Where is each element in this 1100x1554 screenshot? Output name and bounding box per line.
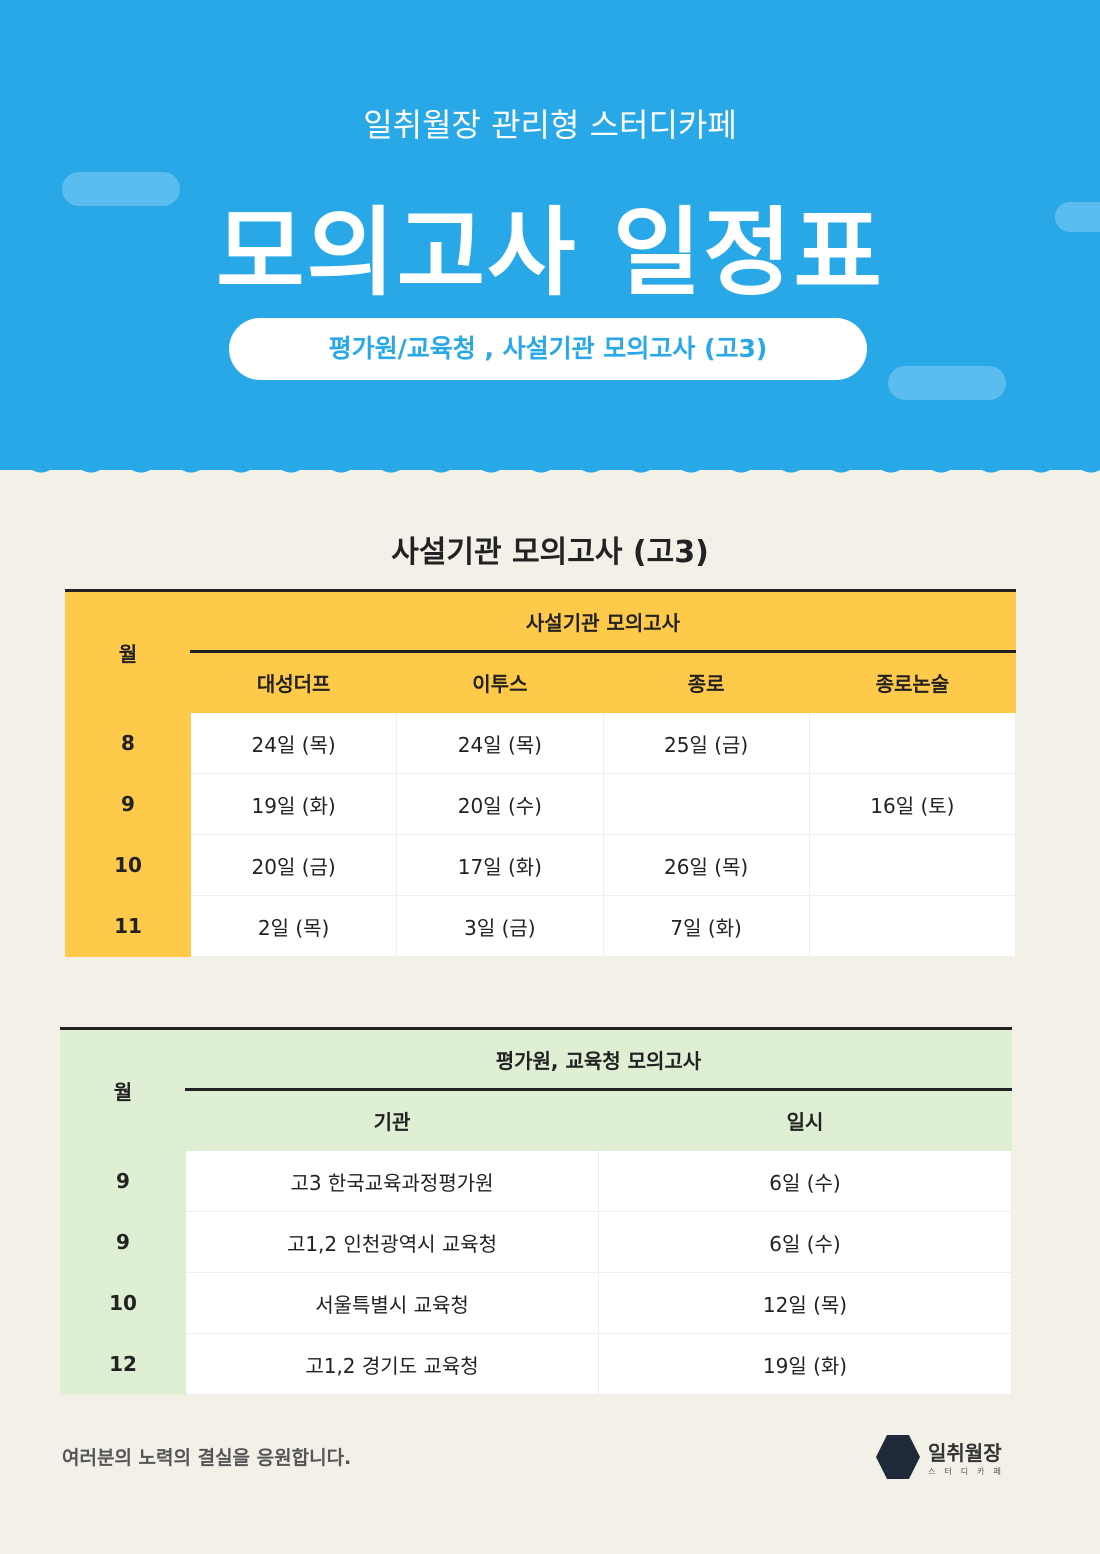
month-cell: 8 xyxy=(65,712,191,774)
month-cell: 10 xyxy=(65,834,191,896)
private-exam-table: 월 사설기관 모의고사 대성더프 이투스 종로 종로논술 8 24일 (목) 24일… xyxy=(65,589,1017,957)
date-cell: 3일 (금) xyxy=(396,895,604,957)
cloud xyxy=(888,366,1006,400)
date-cell: 6일 (수) xyxy=(598,1211,1012,1273)
month-cell: 9 xyxy=(65,773,191,835)
date-cell: 20일 (수) xyxy=(396,773,604,835)
public-exam-table: 월 평가원, 교육청 모의고사 기관 일시 9 고3 한국교육과정평가원 6일 (수… xyxy=(60,1027,1012,1395)
date-cell: 서울특별시 교육청 xyxy=(185,1272,599,1334)
logo-emblem-icon xyxy=(876,1435,920,1479)
column-header: 종로논술 xyxy=(808,651,1017,713)
subtitle: 일취월장 관리형 스터디카페 xyxy=(363,106,737,144)
table-row: 9 고3 한국교육과정평가원 6일 (수) xyxy=(60,1150,1012,1212)
table-row: 12 고1,2 경기도 교육청 19일 (화) xyxy=(60,1333,1012,1395)
logo: 일취월장 스터디카페 xyxy=(876,1435,1010,1479)
subtitle-pill: 평가원/교육청 , 사설기관 모의고사 (고3) xyxy=(229,318,867,380)
group-header: 사설기관 모의고사 xyxy=(190,590,1016,653)
footer-message: 여러분의 노력의 결실을 응원합니다. xyxy=(62,1447,352,1469)
cloud xyxy=(62,172,180,206)
date-cell: 고1,2 경기도 교육청 xyxy=(185,1333,599,1395)
date-cell: 24일 (목) xyxy=(396,712,604,774)
hero-banner: 일취월장 관리형 스터디카페 모의고사 일정표 평가원/교육청 , 사설기관 모… xyxy=(0,0,1100,470)
date-cell: 17일 (화) xyxy=(396,834,604,896)
month-header: 월 xyxy=(65,590,191,713)
date-cell: 6일 (수) xyxy=(598,1150,1012,1212)
date-cell xyxy=(602,773,810,835)
date-cell: 19일 (화) xyxy=(598,1333,1012,1395)
column-header: 기관 xyxy=(185,1089,599,1151)
table-row: 8 24일 (목) 24일 (목) 25일 (금) xyxy=(65,712,1017,774)
date-cell xyxy=(808,712,1017,774)
date-cell: 26일 (목) xyxy=(602,834,810,896)
table-row: 9 19일 (화) 20일 (수) 16일 (토) xyxy=(65,773,1017,835)
table-row: 10 20일 (금) 17일 (화) 26일 (목) xyxy=(65,834,1017,896)
date-cell xyxy=(808,834,1017,896)
date-cell xyxy=(808,895,1017,957)
month-header: 월 xyxy=(60,1028,186,1151)
table-row: 10 서울특별시 교육청 12일 (목) xyxy=(60,1272,1012,1334)
month-cell: 11 xyxy=(65,895,191,957)
date-cell: 2일 (목) xyxy=(189,895,398,957)
date-cell: 20일 (금) xyxy=(189,834,398,896)
date-cell: 24일 (목) xyxy=(189,712,398,774)
cloud xyxy=(1055,202,1100,232)
logo-sub: 스터디카페 xyxy=(928,1467,1010,1476)
date-cell: 25일 (금) xyxy=(602,712,810,774)
date-cell: 19일 (화) xyxy=(189,773,398,835)
wave-divider xyxy=(0,455,1100,473)
date-cell: 16일 (토) xyxy=(808,773,1017,835)
date-cell: 고3 한국교육과정평가원 xyxy=(185,1150,599,1212)
group-header: 평가원, 교육청 모의고사 xyxy=(185,1028,1012,1091)
date-cell: 고1,2 인천광역시 교육청 xyxy=(185,1211,599,1273)
column-header: 이투스 xyxy=(396,651,604,713)
logo-name: 일취월장 xyxy=(928,1441,1002,1465)
column-header: 종로 xyxy=(602,651,810,713)
column-header: 일시 xyxy=(598,1089,1012,1151)
date-cell: 7일 (화) xyxy=(602,895,810,957)
table-row: 11 2일 (목) 3일 (금) 7일 (화) xyxy=(65,895,1017,957)
section-title: 사설기관 모의고사 (고3) xyxy=(391,535,709,570)
month-cell: 9 xyxy=(60,1211,186,1273)
month-cell: 9 xyxy=(60,1150,186,1212)
page-title: 모의고사 일정표 xyxy=(216,197,884,309)
month-cell: 10 xyxy=(60,1272,186,1334)
month-cell: 12 xyxy=(60,1333,186,1395)
date-cell: 12일 (목) xyxy=(598,1272,1012,1334)
column-header: 대성더프 xyxy=(189,651,398,713)
table-row: 9 고1,2 인천광역시 교육청 6일 (수) xyxy=(60,1211,1012,1273)
